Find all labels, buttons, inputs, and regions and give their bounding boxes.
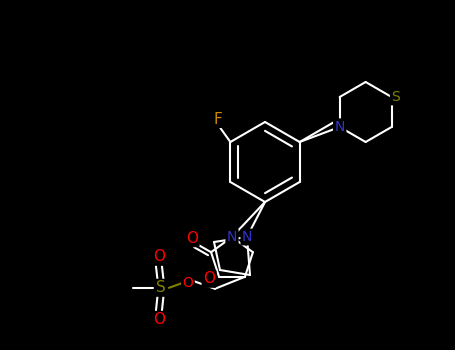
Text: O: O [203, 271, 215, 286]
Text: F: F [214, 112, 223, 126]
Text: O: O [186, 231, 198, 246]
Text: N: N [334, 120, 345, 134]
Text: S: S [391, 90, 400, 104]
Text: N: N [334, 120, 345, 134]
Text: O: O [182, 276, 193, 290]
Text: O: O [153, 312, 165, 327]
Text: S: S [156, 280, 166, 295]
Text: O: O [153, 249, 165, 264]
Text: N: N [227, 230, 237, 244]
Text: N: N [242, 230, 252, 244]
